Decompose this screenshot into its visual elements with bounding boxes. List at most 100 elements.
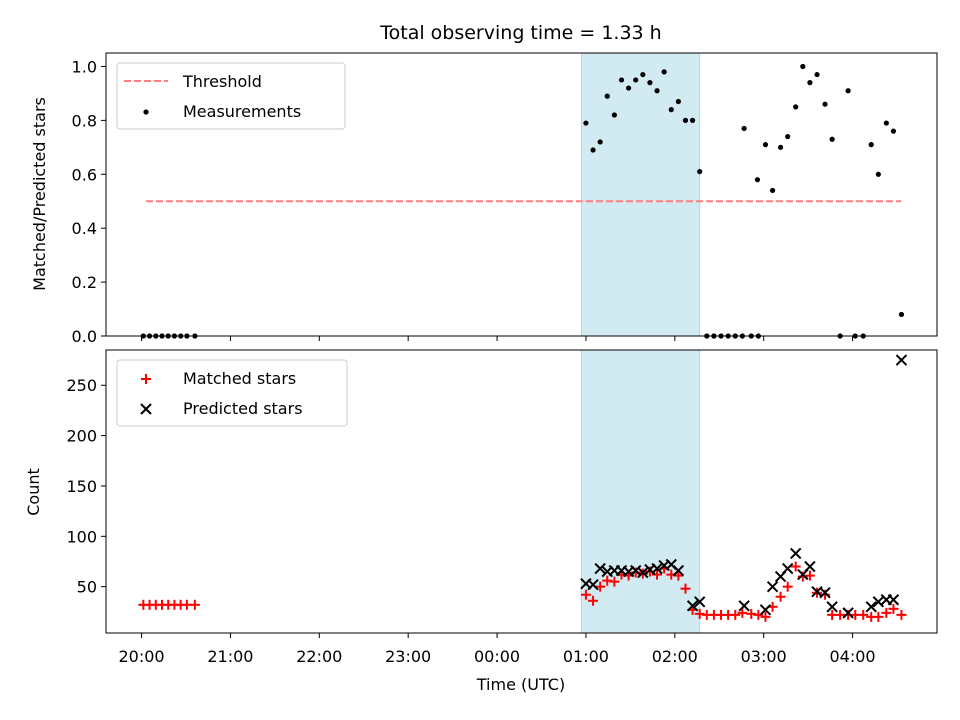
- predicted-star-point: [819, 587, 831, 599]
- matched-star-point: [820, 589, 831, 600]
- measurement-point: [793, 104, 799, 110]
- predicted-star-point: [872, 596, 885, 608]
- predicted-star-point: [804, 560, 816, 573]
- top-y-tick-label: 0.2: [72, 273, 97, 292]
- predicted-star-point: [686, 600, 699, 612]
- measurement-point: [868, 142, 874, 148]
- x-tick-label: 04:00: [830, 647, 876, 666]
- predicted-star-point: [759, 604, 772, 616]
- predicted-star-point: [766, 580, 779, 593]
- bottom-y-tick-label: 50: [77, 578, 97, 597]
- top-y-tick-label: 0.4: [72, 219, 97, 238]
- legend-predicted-label: Predicted stars: [183, 399, 303, 418]
- measurement-point: [741, 125, 747, 132]
- measurement-point: [590, 147, 596, 153]
- legend-measurements-swatch: [143, 109, 149, 115]
- measurement-point: [800, 63, 806, 70]
- predicted-star-point: [826, 601, 838, 613]
- measurement-point: [807, 80, 813, 86]
- matched-star-point: [873, 611, 884, 622]
- measurement-point: [640, 71, 646, 78]
- top-panel: 0.0 0.2 0.4 0.6 0.8 1.0 Threshold Measurements: [72, 52, 938, 346]
- measurement-point: [898, 311, 905, 318]
- x-tick-label: 23:00: [385, 647, 431, 666]
- matched-star-point: [858, 609, 869, 620]
- measurement-point: [583, 120, 589, 126]
- predicted-star-point: [842, 607, 854, 619]
- measurement-point: [618, 77, 625, 83]
- measurement-point: [754, 177, 761, 183]
- x-tick-label: 02:00: [652, 647, 698, 666]
- measurement-point: [633, 77, 639, 83]
- legend-measurements-label: Measurements: [183, 102, 301, 121]
- top-plot-frame: [105, 52, 938, 337]
- matched-star-point: [602, 575, 613, 586]
- measurement-point: [845, 88, 851, 94]
- chart-title: Total observing time = 1.33 h: [379, 22, 661, 44]
- legend-matched-swatch: [141, 374, 151, 384]
- matched-star-point: [673, 570, 684, 581]
- measurement-point: [689, 117, 696, 123]
- bottom-y-tick-label: 150: [66, 477, 97, 496]
- predicted-star-point: [895, 354, 908, 366]
- x-tick-label: 01:00: [563, 647, 609, 666]
- bottom-panel: 50 100 150 200 250 20:00 21:00 22:00 23:00 00:00 0…: [66, 349, 938, 666]
- measurement-point: [785, 133, 791, 140]
- measurement-point: [597, 139, 603, 145]
- top-y-tick-label: 0.0: [72, 327, 97, 346]
- x-tick-label: 20:00: [118, 647, 164, 666]
- top-y-axis-label: Matched/Predicted stars: [30, 97, 49, 291]
- predicted-star-point: [887, 594, 900, 606]
- matched-star-point: [753, 609, 764, 620]
- matched-star-point: [804, 570, 815, 581]
- measurement-point: [682, 117, 689, 123]
- x-tick-label: 21:00: [207, 647, 253, 666]
- matched-star-point: [881, 607, 892, 618]
- bottom-y-tick-label: 100: [66, 527, 97, 546]
- measurement-point: [777, 144, 784, 150]
- matched-star-point: [760, 611, 771, 622]
- x-tick-label: 22:00: [296, 647, 342, 666]
- x-axis-label: Time (UTC): [476, 675, 565, 694]
- matched-star-point: [896, 609, 907, 620]
- matched-star-point: [609, 576, 620, 587]
- matched-star-point: [730, 609, 741, 620]
- predicted-star-point: [594, 562, 606, 575]
- measurement-point: [604, 93, 610, 99]
- matched-star-point: [588, 595, 599, 606]
- predicted-star-point: [637, 566, 649, 579]
- measurement-point: [611, 112, 617, 118]
- matched-star-point: [797, 571, 808, 582]
- measurement-point: [875, 171, 881, 177]
- matched-star-point: [580, 589, 591, 600]
- matched-star-point: [790, 561, 801, 572]
- matched-star-point: [775, 591, 786, 602]
- predicted-star-point: [738, 600, 750, 612]
- legend-threshold-label: Threshold: [182, 72, 262, 91]
- matched-star-point: [680, 583, 691, 594]
- predicted-star-point: [651, 562, 663, 575]
- bottom-y-tick-label: 200: [66, 427, 97, 446]
- top-y-tick-label: 0.8: [72, 111, 97, 130]
- bottom-legend: Matched stars Predicted stars: [116, 359, 348, 427]
- top-y-tick-label: 1.0: [72, 57, 97, 76]
- x-tick-label: 00:00: [474, 647, 520, 666]
- top-legend: Threshold Measurements: [116, 62, 346, 130]
- bottom-y-tick-label: 250: [66, 376, 97, 395]
- measurement-point: [883, 120, 889, 126]
- predicted-star-point: [672, 564, 685, 577]
- measurement-point: [814, 71, 820, 78]
- measurement-point: [675, 98, 681, 105]
- predicted-star-point: [629, 564, 642, 577]
- legend-predicted-swatch: [140, 403, 152, 415]
- matched-star-point: [782, 581, 793, 592]
- measurement-point: [661, 69, 667, 75]
- predicted-star-point: [781, 562, 794, 575]
- predicted-star-point: [693, 596, 706, 608]
- matched-star-point: [746, 608, 757, 619]
- matched-star-point: [737, 607, 748, 618]
- predicted-star-point: [789, 547, 802, 560]
- measurement-point: [625, 85, 632, 91]
- legend-matched-label: Matched stars: [183, 369, 296, 388]
